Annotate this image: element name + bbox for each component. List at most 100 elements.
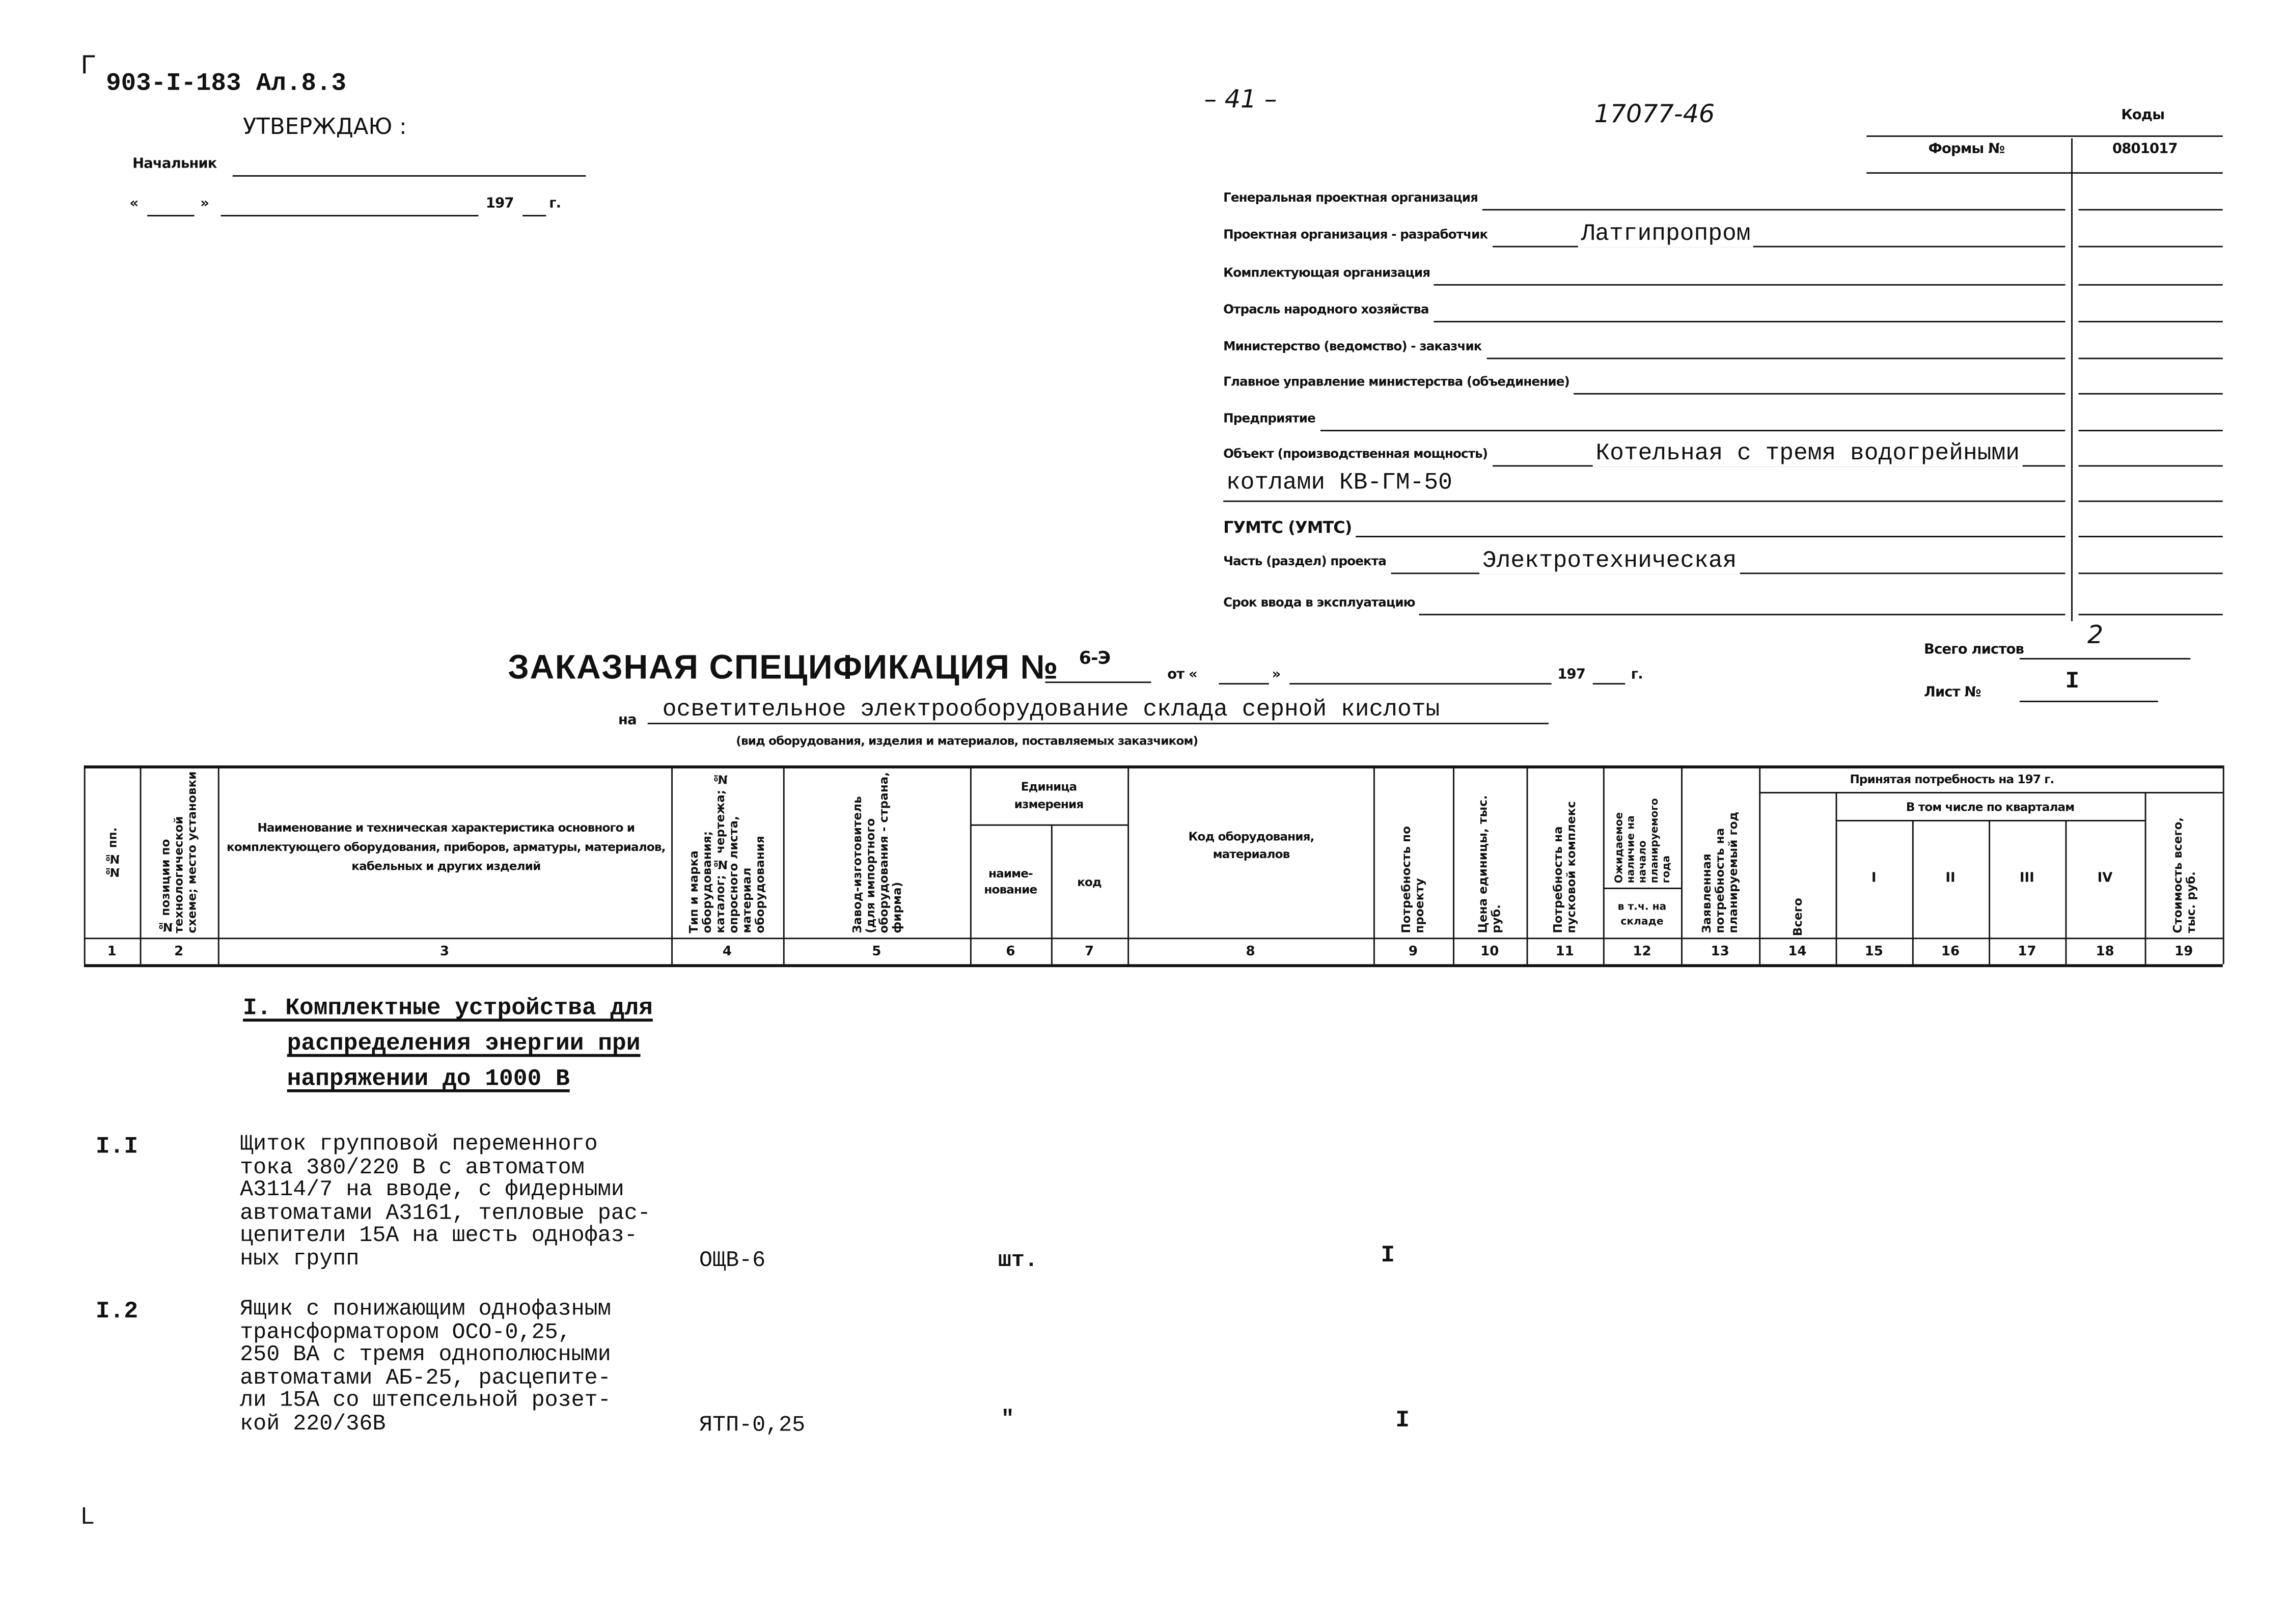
doc-code: 903-I-183 Ал.8.3 xyxy=(106,70,346,99)
field-line[interactable] xyxy=(1574,393,2065,395)
field-code-line xyxy=(2078,572,2223,574)
column-divider xyxy=(1526,765,1528,965)
column-number: 13 xyxy=(1711,944,1729,959)
column-divider xyxy=(84,765,86,965)
section-title-line1-text: I. Комплектные устройства для xyxy=(242,995,653,1022)
table-top xyxy=(84,765,2223,768)
col-12-stock-header: в т.ч. на складе xyxy=(1617,900,1667,927)
field-value: Латгипропром xyxy=(1578,221,1754,247)
field-label: Предприятие xyxy=(1223,412,1316,427)
field-label: Отрасль народного хозяйства xyxy=(1223,303,1429,318)
section-title-line1: I. Комплектные устройства для xyxy=(243,995,653,1022)
column-divider xyxy=(140,765,142,965)
column-divider xyxy=(1373,765,1375,965)
table-header-bottom xyxy=(84,938,2223,940)
item-description-line: Ящик с понижающим однофазным xyxy=(240,1297,611,1322)
column-divider xyxy=(1681,765,1683,965)
col-12-header: Ожидаемое наличие на начало планируемого… xyxy=(1612,798,1672,884)
col-13-header: Заявленная потребность на планируемый го… xyxy=(1700,811,1740,933)
item-unit: " xyxy=(1001,1407,1014,1433)
field-code-line xyxy=(2078,430,2223,431)
col-4-header: Тип и марка оборудования; каталог; № чер… xyxy=(687,772,767,933)
column-number: 14 xyxy=(1788,944,1807,959)
field-value: Электротехническая xyxy=(1479,547,1740,574)
column-number: 6 xyxy=(1006,944,1015,959)
form-label: Формы № xyxy=(1928,141,2005,158)
item-quantity: I xyxy=(1381,1242,1395,1269)
spec-subject-hint: (вид оборудования, изделия и материалов,… xyxy=(736,734,1198,748)
column-number: 3 xyxy=(439,944,449,959)
field-line[interactable] xyxy=(1486,357,2065,360)
year-line xyxy=(522,215,546,216)
sheet-line xyxy=(2019,700,2158,702)
field-label: Комплектующая организация xyxy=(1223,266,1430,282)
item-description-line: ных групп xyxy=(240,1246,360,1272)
col-3-header: Наименование и техническая характеристик… xyxy=(227,820,666,872)
field-line[interactable] xyxy=(1434,321,2065,323)
unit-divider xyxy=(970,824,1128,826)
column-divider xyxy=(1127,765,1130,965)
field-code-line xyxy=(2078,393,2223,395)
field-label: Министерство (ведомство) - заказчик xyxy=(1223,340,1482,355)
field-code-line xyxy=(2078,536,2223,538)
column-divider xyxy=(1453,765,1454,965)
sheet-label: Лист № xyxy=(1924,684,1981,701)
column-divider xyxy=(1912,820,1914,965)
chief-line xyxy=(232,175,586,177)
date-quote-close: » xyxy=(200,196,209,212)
field-code-line xyxy=(2078,284,2223,286)
approval-year-suffix: г. xyxy=(549,196,561,212)
corner-mark-bottom: L xyxy=(80,1504,94,1530)
accepted-header: Принятая потребность на 197 г. xyxy=(1850,772,2054,786)
column-divider xyxy=(1835,792,1837,965)
field-value-continued: котлами КВ-ГМ-50 xyxy=(1226,470,1452,497)
field-label: Часть (раздел) проекта xyxy=(1223,555,1387,570)
column-number: 1 xyxy=(107,944,117,959)
date-quote-open: « xyxy=(129,196,139,212)
column-divider xyxy=(2065,820,2067,965)
field-line[interactable] xyxy=(1320,430,2065,431)
column-number: 19 xyxy=(2174,944,2193,959)
spec-number-line xyxy=(1045,681,1151,683)
section-title-line2-text: распределения энергии при xyxy=(287,1030,641,1057)
field-line[interactable] xyxy=(1434,284,2065,286)
field-code-line xyxy=(2078,614,2223,616)
item-description-line: автоматами А3161, тепловые рас- xyxy=(240,1200,651,1226)
column-number: 16 xyxy=(1941,944,1960,959)
column-number: 5 xyxy=(872,944,882,959)
spec-year: 197 xyxy=(1557,667,1586,683)
column-number: 4 xyxy=(722,944,732,959)
section-title-line2: распределения энергии при xyxy=(287,1030,641,1057)
column-divider xyxy=(671,765,673,965)
col-2-header: № позиции по технологической схеме; мест… xyxy=(159,771,199,933)
spec-on: на xyxy=(618,712,637,729)
field-line[interactable] xyxy=(1493,245,2065,247)
item-quantity: I xyxy=(1395,1407,1410,1434)
column-number: 2 xyxy=(174,944,184,959)
total-sheets: 2 xyxy=(2087,621,2104,651)
spec-year-line xyxy=(1592,683,1626,685)
field-label: Проектная организация - разработчик xyxy=(1223,228,1488,243)
field-code-line xyxy=(2078,321,2223,323)
col-7-header: код xyxy=(1077,875,1102,889)
section-title-line3: напряжении до 1000 В xyxy=(287,1066,570,1092)
unit-header: Единица измерения xyxy=(1014,780,1084,811)
corner-mark-top: Г xyxy=(80,50,96,80)
col-19-header: Стоимость всего, тыс. руб. xyxy=(2170,817,2197,933)
col-9-header: Потребность по проекту xyxy=(1399,826,1426,933)
field-code-line xyxy=(2078,465,2223,467)
field-line[interactable] xyxy=(1419,614,2065,616)
field-code-line xyxy=(2078,500,2223,502)
col-5-header: Завод-изготовитель (для импортного обору… xyxy=(850,772,903,933)
codes-divider xyxy=(2071,138,2073,621)
total-sheets-label: Всего листов xyxy=(1924,642,2024,658)
total-sheets-line xyxy=(2019,658,2191,659)
field-line[interactable] xyxy=(1482,209,2065,211)
quarters-divider xyxy=(1835,820,2145,821)
spec-title: ЗАКАЗНАЯ СПЕЦИФИКАЦИЯ № xyxy=(508,647,1059,686)
chief-label: Начальник xyxy=(132,156,217,173)
accepted-divider xyxy=(1759,792,2223,794)
field-line[interactable] xyxy=(1356,536,2065,538)
column-number: 9 xyxy=(1408,944,1418,959)
spec-subject-line xyxy=(647,723,1549,725)
